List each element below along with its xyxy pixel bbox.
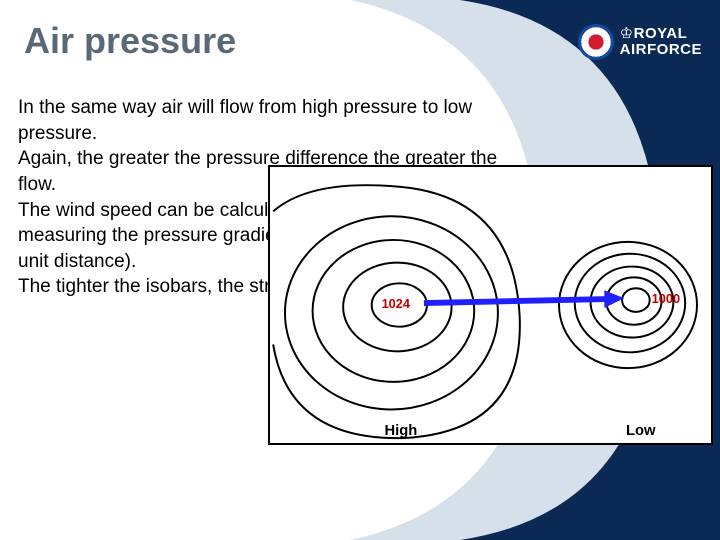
wind-arrow-icon	[424, 290, 624, 308]
page-title: Air pressure	[24, 20, 236, 62]
low-label: Low	[626, 423, 656, 439]
high-pressure-isobars	[273, 185, 520, 438]
isobar-svg: 1024 1000 High Low	[270, 167, 711, 443]
raf-roundel-icon	[578, 24, 614, 60]
paragraph: In the same way air will flow from high …	[18, 95, 518, 146]
raf-logo: ♔ROYAL AIRFORCE	[578, 24, 702, 60]
high-pressure-value: 1024	[382, 296, 411, 311]
high-label: High	[385, 423, 418, 439]
low-pressure-value: 1000	[652, 291, 680, 306]
raf-logo-text: ♔ROYAL AIRFORCE	[620, 26, 702, 58]
isobar-diagram: 1024 1000 High Low	[268, 165, 713, 445]
